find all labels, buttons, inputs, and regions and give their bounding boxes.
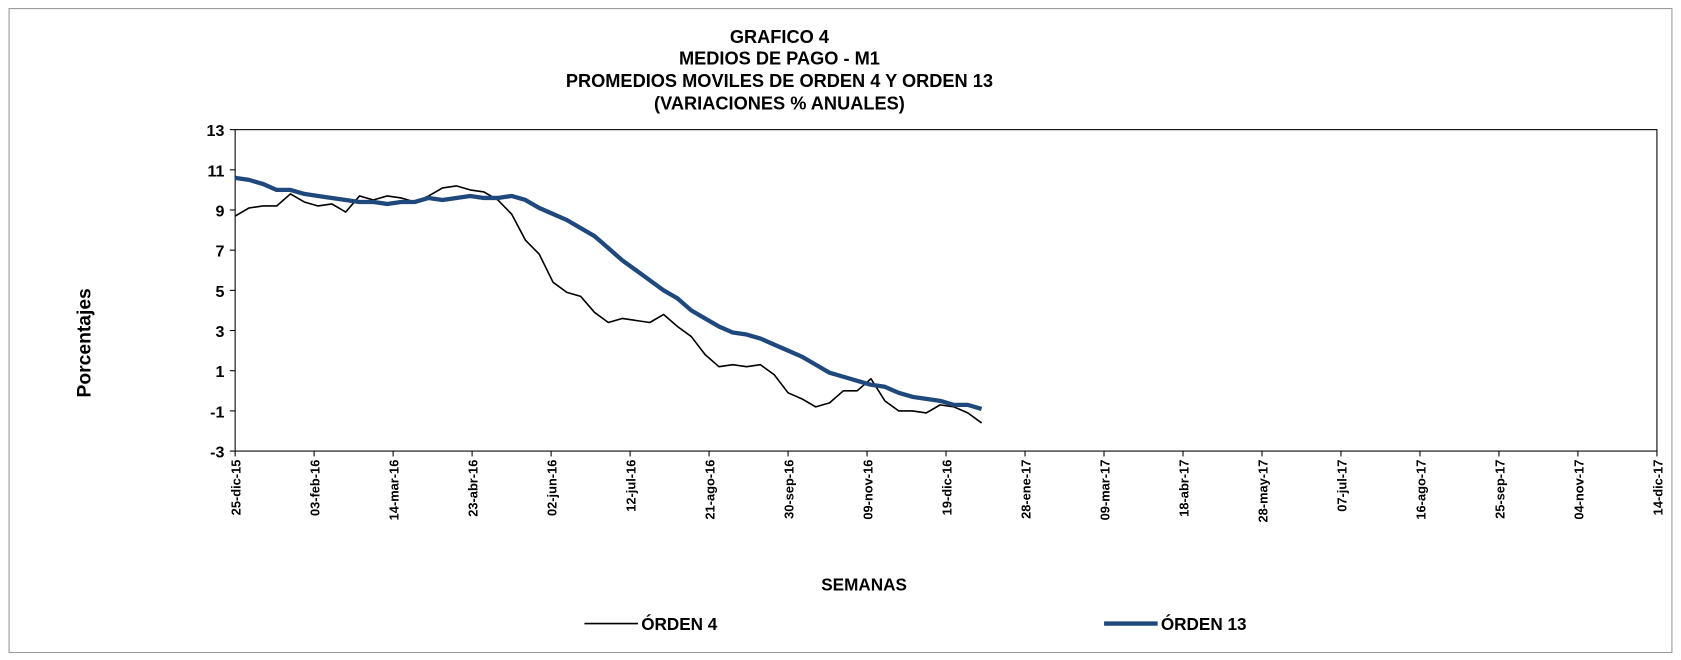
y-tick-label: 13 bbox=[207, 122, 225, 140]
y-tick-label: -3 bbox=[210, 444, 224, 462]
chart-border bbox=[8, 8, 1673, 654]
x-tick-label: 14-dic-17 bbox=[1650, 460, 1665, 516]
x-tick-label: 14-mar-16 bbox=[386, 460, 401, 521]
x-tick-label: 25-sep-17 bbox=[1492, 460, 1507, 519]
x-tick-label: 18-abr-17 bbox=[1176, 460, 1191, 517]
series-line bbox=[234, 175, 983, 411]
x-tick-label: 25-dic-15 bbox=[229, 460, 244, 516]
x-tick-label: 12-jul-16 bbox=[623, 460, 638, 512]
y-tick-label: 9 bbox=[215, 202, 224, 220]
y-tick-label: 11 bbox=[207, 162, 224, 180]
chart-title: MEDIOS DE PAGO - M1 bbox=[679, 48, 880, 68]
x-tick-label: 09-mar-17 bbox=[1097, 460, 1112, 521]
x-tick-label: 21-ago-16 bbox=[702, 460, 717, 520]
x-tick-label: 28-ene-17 bbox=[1018, 460, 1033, 519]
x-tick-label: 09-nov-16 bbox=[860, 460, 875, 520]
chart-title: PROMEDIOS MOVILES DE ORDEN 4 Y ORDEN 13 bbox=[566, 71, 993, 91]
series-line bbox=[234, 185, 983, 424]
y-tick-label: 1 bbox=[215, 363, 224, 381]
legend-label: ÓRDEN 13 bbox=[1161, 614, 1247, 634]
chart-title: GRAFICO 4 bbox=[730, 27, 830, 47]
x-tick-label: 19-dic-16 bbox=[939, 460, 954, 516]
x-tick-label: 07-jul-17 bbox=[1334, 460, 1349, 512]
y-tick-label: 7 bbox=[215, 243, 224, 261]
x-tick-label: 23-abr-16 bbox=[465, 460, 480, 517]
x-tick-label: 04-nov-17 bbox=[1571, 460, 1586, 520]
x-axis-label: SEMANAS bbox=[821, 574, 907, 594]
x-tick-label: 03-feb-16 bbox=[307, 460, 322, 516]
y-tick-label: 3 bbox=[215, 323, 224, 341]
x-tick-label: 28-may-17 bbox=[1255, 460, 1270, 523]
x-tick-label: 02-jun-16 bbox=[544, 460, 559, 516]
legend-label: ÓRDEN 4 bbox=[641, 614, 718, 634]
x-tick-label: 16-ago-17 bbox=[1413, 460, 1428, 520]
y-tick-label: -1 bbox=[210, 403, 224, 421]
x-tick-label: 30-sep-16 bbox=[781, 460, 796, 519]
chart-title: (VARIACIONES % ANUALES) bbox=[654, 93, 905, 113]
y-tick-label: 5 bbox=[215, 283, 224, 301]
y-axis-label: Porcentajes bbox=[75, 288, 96, 397]
